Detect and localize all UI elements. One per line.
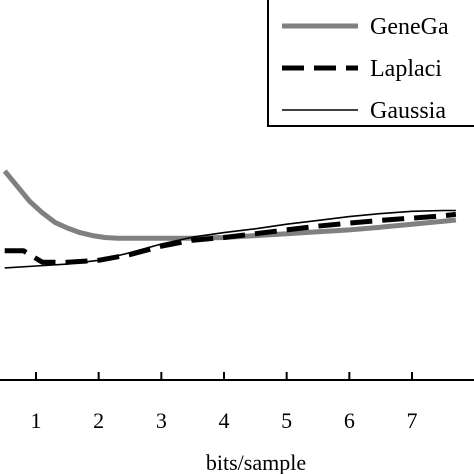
legend-box xyxy=(267,0,474,127)
x-tick-label: 2 xyxy=(93,408,104,433)
x-tick-label: 5 xyxy=(281,408,292,433)
legend: GeneGa Laplaci Gaussia xyxy=(267,0,474,127)
legend-label-2: Gaussia xyxy=(370,98,446,124)
series-line-1 xyxy=(4,211,457,265)
legend-label-1: Laplaci xyxy=(370,56,442,82)
series-line-2 xyxy=(4,209,456,269)
x-axis-label: bits/sample xyxy=(206,450,306,474)
x-tick-label: 1 xyxy=(31,408,42,433)
x-axis: 1 2 3 4 5 6 7 xyxy=(0,372,474,433)
x-tick-label: 3 xyxy=(156,408,167,433)
x-tick-label: 7 xyxy=(407,408,418,433)
x-tick-label: 4 xyxy=(219,408,230,433)
series-line-0 xyxy=(2,169,457,241)
series-layer xyxy=(2,169,457,269)
legend-label-0: GeneGa xyxy=(370,14,449,40)
x-tick-label: 6 xyxy=(344,408,355,433)
